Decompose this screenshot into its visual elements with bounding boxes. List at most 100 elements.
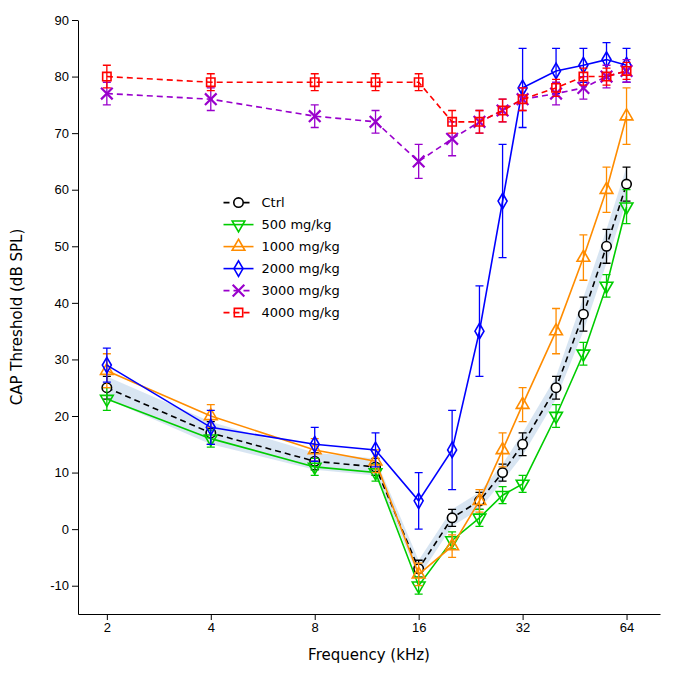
marker bbox=[579, 309, 588, 318]
error-bar bbox=[499, 99, 507, 122]
y-tick: 90 bbox=[55, 13, 78, 28]
marker bbox=[413, 156, 425, 168]
error-bar bbox=[372, 433, 380, 467]
error-bar bbox=[579, 235, 587, 280]
series bbox=[102, 43, 631, 530]
y-tick: 50 bbox=[55, 239, 78, 254]
y-axis: -100102030405060708090 bbox=[50, 13, 78, 615]
marker bbox=[446, 133, 458, 145]
marker bbox=[518, 95, 526, 103]
y-tick-label: 50 bbox=[55, 239, 69, 254]
x-tick-mark bbox=[211, 614, 212, 620]
marker bbox=[448, 442, 457, 458]
error-bar bbox=[623, 48, 631, 82]
marker bbox=[496, 443, 509, 454]
error-bar bbox=[372, 74, 380, 91]
legend: Ctrl500 mg/kg1000 mg/kg2000 mg/kg3000 mg… bbox=[224, 195, 340, 320]
x-tick: 8 bbox=[312, 614, 319, 635]
legend-swatch-line bbox=[224, 312, 254, 314]
marker bbox=[308, 463, 321, 474]
marker bbox=[473, 514, 486, 525]
y-tick-label: 20 bbox=[55, 409, 69, 424]
marker bbox=[370, 116, 382, 128]
marker bbox=[102, 357, 111, 373]
error-bar bbox=[519, 48, 527, 127]
marker bbox=[475, 323, 484, 339]
legend-item: 4000 mg/kg bbox=[224, 305, 340, 320]
marker bbox=[371, 78, 379, 86]
marker bbox=[414, 78, 422, 86]
x-axis: 2 4 8 16 32 64 bbox=[79, 614, 661, 635]
legend-swatch-marker bbox=[232, 239, 245, 250]
x-tick: 2 bbox=[104, 614, 111, 635]
error-bar bbox=[415, 74, 423, 91]
y-tick-mark bbox=[72, 473, 78, 474]
error-bar bbox=[519, 88, 527, 111]
error-bar bbox=[579, 297, 587, 331]
x-tick: 4 bbox=[208, 614, 215, 635]
marker bbox=[498, 106, 506, 114]
series bbox=[100, 88, 632, 586]
y-tick-mark bbox=[72, 416, 78, 417]
y-axis-title: CAP Threshold (dB SPL) bbox=[8, 229, 26, 405]
marker bbox=[205, 93, 217, 105]
marker bbox=[602, 242, 611, 251]
marker bbox=[100, 395, 113, 406]
error-bar bbox=[603, 167, 611, 212]
error-bar bbox=[552, 376, 560, 399]
marker bbox=[496, 492, 509, 503]
marker bbox=[552, 63, 561, 79]
error-bar bbox=[623, 62, 631, 79]
legend-item: Ctrl bbox=[224, 195, 285, 210]
band bbox=[107, 167, 627, 577]
x-tick: 64 bbox=[620, 614, 634, 635]
y-tick: -10 bbox=[50, 578, 78, 593]
y-tick-mark bbox=[72, 246, 78, 247]
marker bbox=[448, 118, 456, 126]
error-bar bbox=[603, 229, 611, 263]
x-tick: 16 bbox=[412, 614, 426, 635]
legend-swatch-line bbox=[224, 268, 254, 270]
x-tick: 32 bbox=[516, 614, 530, 635]
y-tick-label: -10 bbox=[50, 578, 69, 593]
x-axis-line bbox=[79, 614, 661, 615]
legend-label: 2000 mg/kg bbox=[262, 261, 340, 276]
marker bbox=[371, 442, 380, 458]
error-bar bbox=[603, 68, 611, 85]
error-bar bbox=[103, 65, 111, 88]
legend-swatch-marker bbox=[233, 285, 245, 297]
series bbox=[100, 190, 632, 594]
y-tick-mark bbox=[72, 586, 78, 587]
plot-area: 248163264-100102030405060708090 bbox=[50, 13, 660, 636]
error-bar bbox=[623, 190, 631, 224]
series-line bbox=[107, 184, 627, 569]
marker bbox=[622, 179, 631, 188]
y-tick-mark bbox=[72, 133, 78, 134]
series bbox=[102, 167, 631, 577]
legend-label: 4000 mg/kg bbox=[262, 305, 340, 320]
x-tick-label: 8 bbox=[312, 620, 319, 635]
y-tick: 10 bbox=[55, 465, 78, 480]
x-tick-label: 4 bbox=[208, 620, 215, 635]
error-bar bbox=[519, 88, 527, 111]
marker bbox=[577, 350, 590, 361]
legend-swatch-marker bbox=[234, 198, 243, 207]
marker bbox=[498, 468, 507, 477]
legend-item: 2000 mg/kg bbox=[224, 261, 340, 277]
error-bar bbox=[475, 286, 483, 377]
marker bbox=[551, 383, 560, 392]
error-bar bbox=[519, 433, 527, 456]
marker bbox=[473, 494, 486, 505]
series-line bbox=[107, 71, 627, 162]
y-tick-label: 70 bbox=[55, 126, 69, 141]
x-tick-label: 16 bbox=[412, 620, 426, 635]
legend-swatch-line bbox=[224, 224, 254, 226]
error-bar bbox=[448, 111, 456, 134]
legend-label: 500 mg/kg bbox=[262, 217, 332, 232]
chart: 248163264-100102030405060708090Frequency… bbox=[0, 0, 685, 676]
marker bbox=[412, 567, 425, 578]
x-tick-mark bbox=[627, 614, 628, 620]
marker bbox=[579, 72, 587, 80]
y-tick-mark bbox=[72, 77, 78, 78]
y-tick-mark bbox=[72, 529, 78, 530]
